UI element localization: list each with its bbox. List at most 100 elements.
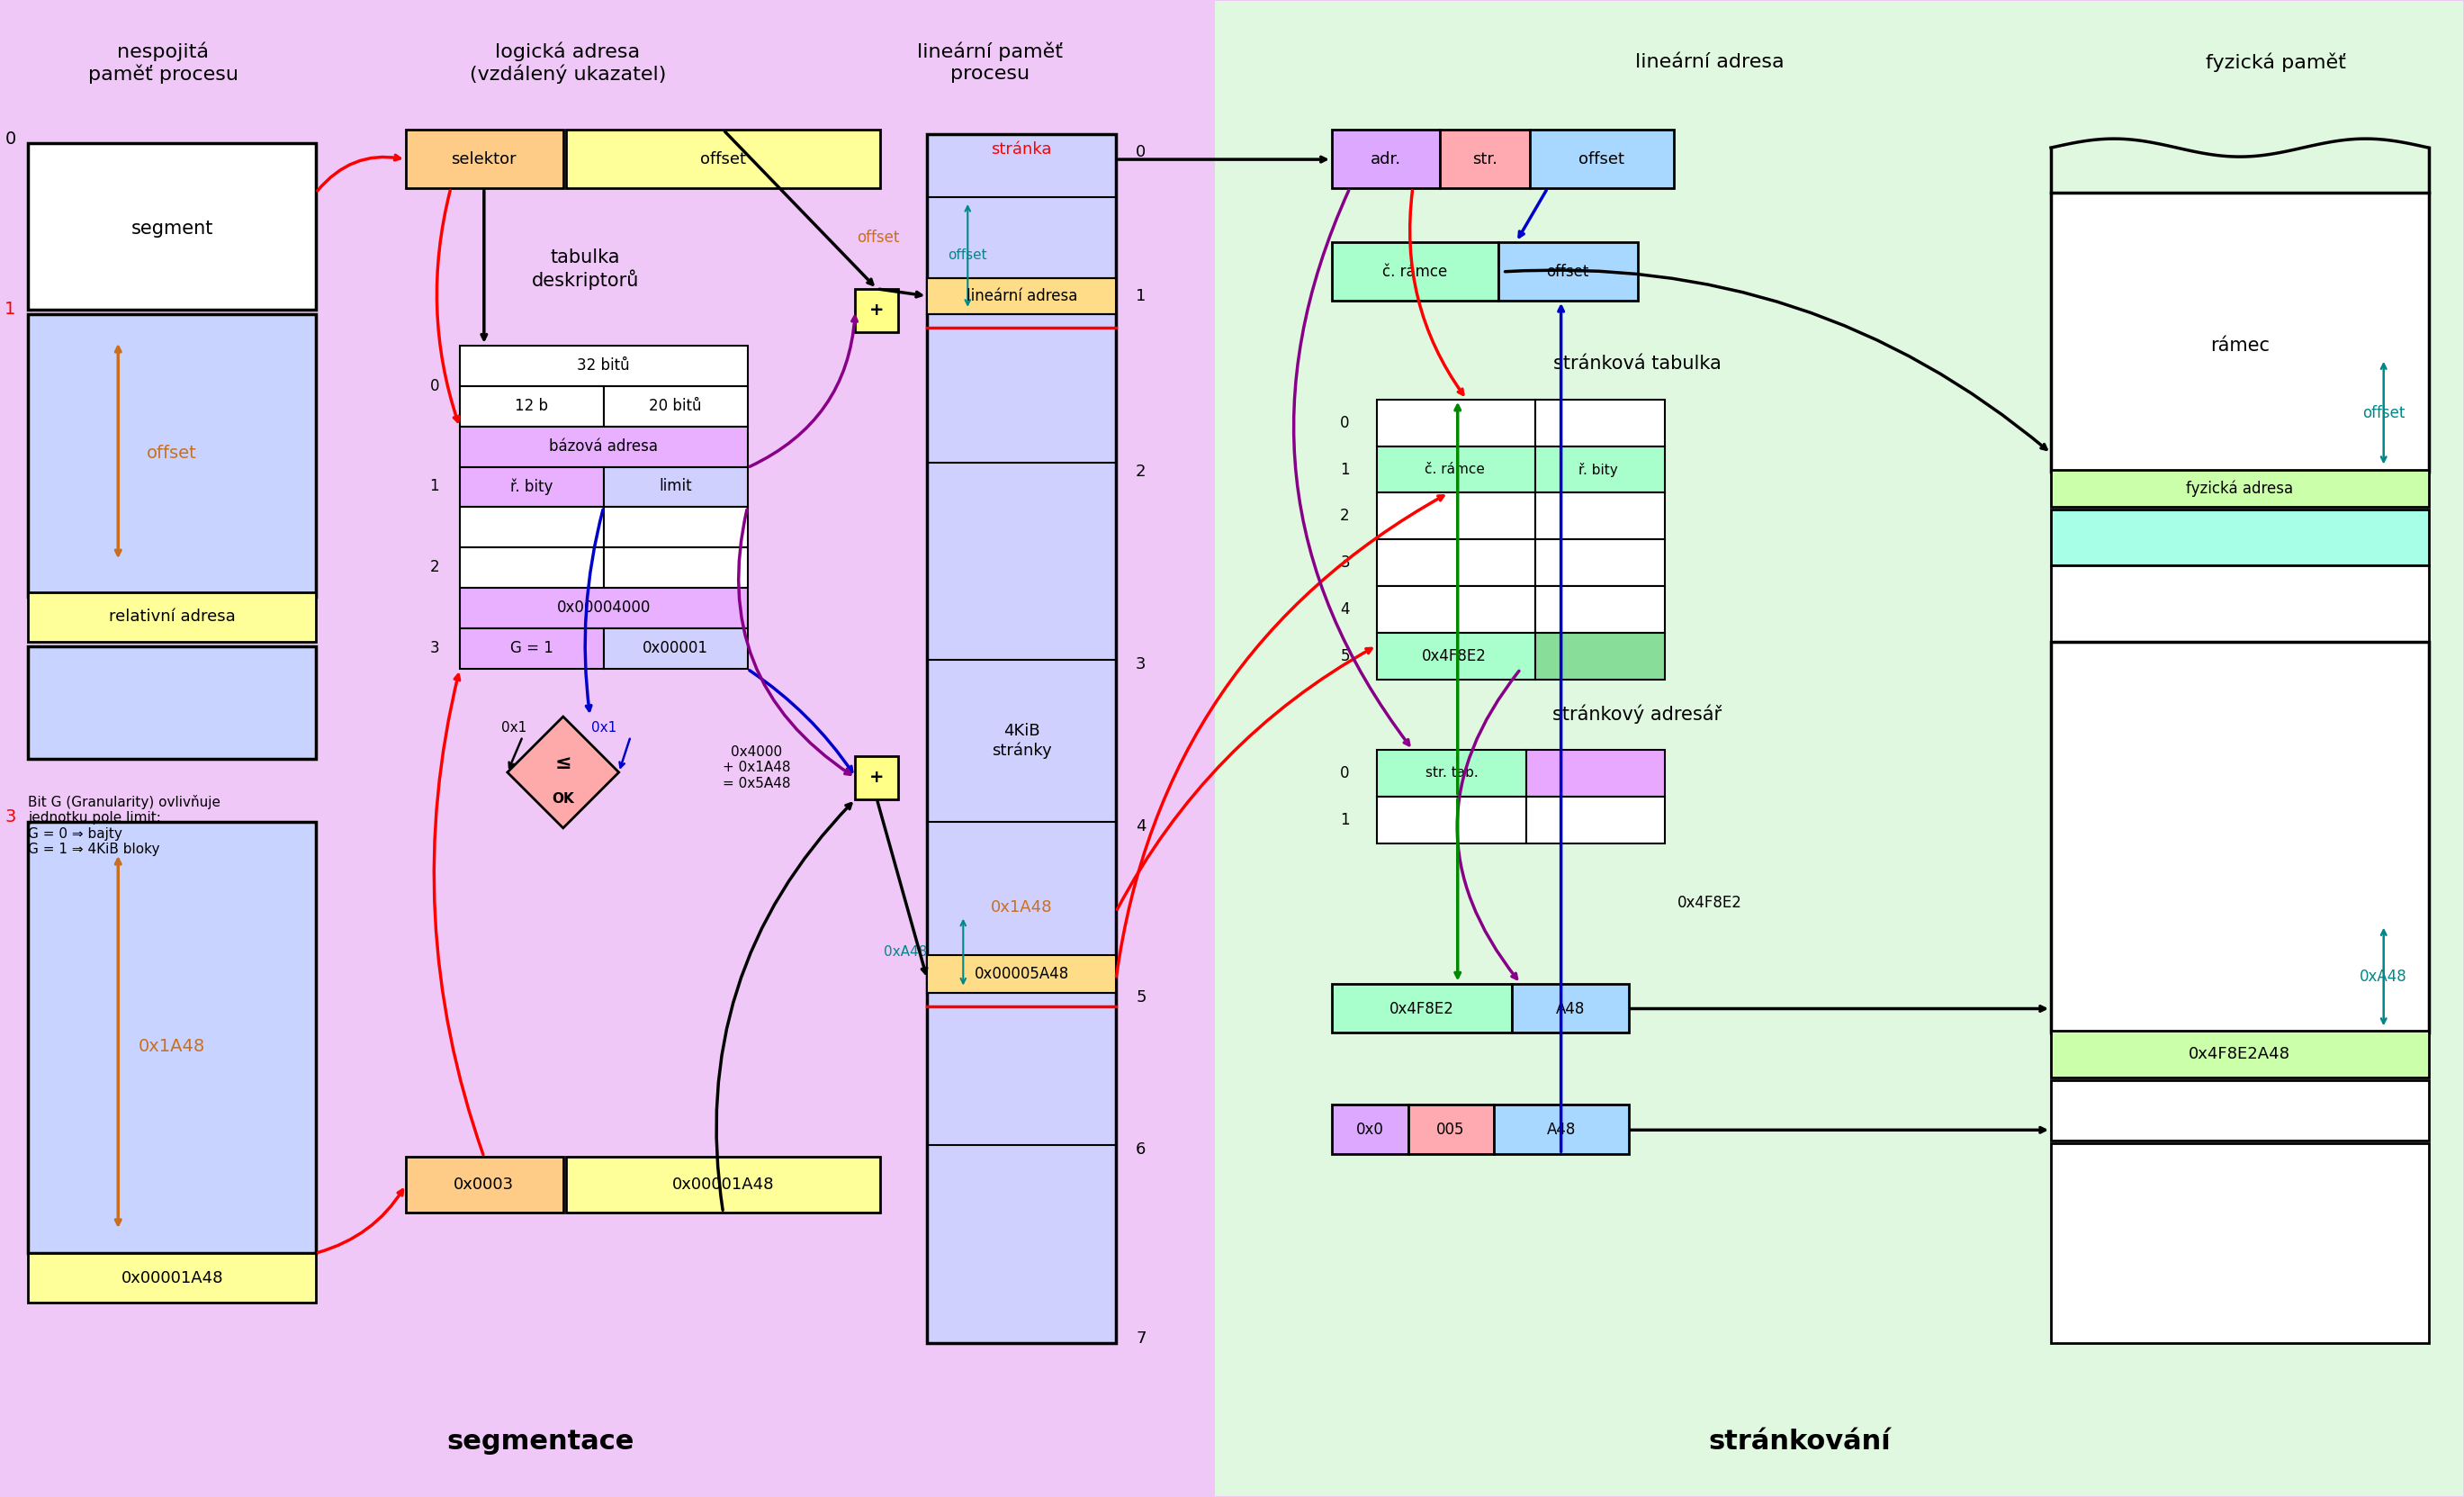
Text: 0x4F8E2A48: 0x4F8E2A48 <box>2188 1046 2292 1063</box>
Text: 0: 0 <box>1340 765 1350 781</box>
Text: 3: 3 <box>429 641 439 656</box>
Bar <box>2050 1081 2430 1141</box>
Bar <box>1535 400 1663 446</box>
Text: 0x0003: 0x0003 <box>453 1177 515 1193</box>
Bar <box>1377 400 1535 446</box>
Text: fyzická paměť: fyzická paměť <box>2205 52 2346 72</box>
Text: ř. bity: ř. bity <box>1579 463 1619 476</box>
Bar <box>1331 243 1498 301</box>
Text: selektor: selektor <box>451 151 517 168</box>
Bar <box>855 756 899 799</box>
Text: stránková tabulka: stránková tabulka <box>1552 355 1722 373</box>
Bar <box>1498 243 1639 301</box>
Text: ≤: ≤ <box>554 754 572 772</box>
Bar <box>2050 566 2430 642</box>
Text: 0x4F8E2: 0x4F8E2 <box>1390 1000 1454 1016</box>
Text: 0x00001A48: 0x00001A48 <box>121 1269 224 1286</box>
Text: 1: 1 <box>1340 811 1350 828</box>
Text: 005: 005 <box>1437 1121 1464 1138</box>
Text: adr.: adr. <box>1370 151 1402 168</box>
Bar <box>1409 1105 1493 1154</box>
Text: A48: A48 <box>1555 1000 1584 1016</box>
Bar <box>461 588 747 629</box>
Bar <box>461 629 604 669</box>
Text: č. rámce: č. rámce <box>1424 463 1483 476</box>
Text: 4: 4 <box>1340 602 1350 618</box>
Bar <box>567 130 880 189</box>
Text: +: + <box>870 302 885 319</box>
Bar <box>461 427 747 467</box>
Text: 0x00005A48: 0x00005A48 <box>973 966 1069 982</box>
Text: stránkový adresář: stránkový adresář <box>1552 704 1722 723</box>
Text: 0: 0 <box>1340 415 1350 431</box>
Bar <box>27 144 315 310</box>
Bar <box>461 548 604 588</box>
Text: č. rámce: č. rámce <box>1382 263 1446 280</box>
Bar <box>2 1 1215 1496</box>
Bar <box>2050 470 2430 507</box>
Bar <box>461 467 604 507</box>
Text: 1: 1 <box>1136 287 1146 304</box>
Text: lineární adresa: lineární adresa <box>966 287 1077 304</box>
Bar <box>27 822 315 1253</box>
Bar <box>1535 493 1663 539</box>
Bar <box>461 346 747 386</box>
Text: 0xA48: 0xA48 <box>885 945 926 958</box>
Text: 0x00001: 0x00001 <box>643 641 707 656</box>
Text: 3: 3 <box>1340 555 1350 570</box>
Text: 2: 2 <box>429 560 439 575</box>
Text: 5: 5 <box>1136 990 1146 1004</box>
Bar <box>1535 446 1663 493</box>
Text: offset: offset <box>700 151 747 168</box>
Text: segment: segment <box>131 220 214 238</box>
Text: G = 1: G = 1 <box>510 641 554 656</box>
Bar <box>1377 633 1535 680</box>
Bar <box>926 278 1116 314</box>
Text: 1: 1 <box>429 479 439 494</box>
Text: 0x00001A48: 0x00001A48 <box>673 1177 774 1193</box>
Text: logická adresa
(vzdálený ukazatel): logická adresa (vzdálený ukazatel) <box>468 42 665 84</box>
Bar <box>1377 539 1535 587</box>
Text: nespojitá
paměť procesu: nespojitá paměť procesu <box>89 42 239 84</box>
Text: segmentace: segmentace <box>446 1428 633 1455</box>
Bar <box>926 955 1116 993</box>
Bar <box>604 507 747 548</box>
Bar <box>2050 193 2430 472</box>
Bar <box>1525 750 1663 796</box>
Text: offset: offset <box>1579 151 1624 168</box>
Text: offset: offset <box>1545 263 1589 280</box>
Bar <box>2050 1144 2430 1343</box>
Text: lineární paměť
procesu: lineární paměť procesu <box>917 42 1062 82</box>
Text: 0: 0 <box>1136 144 1146 160</box>
Bar <box>407 130 564 189</box>
Bar <box>926 135 1116 1343</box>
Text: stránka: stránka <box>991 141 1052 157</box>
Bar <box>2050 1031 2430 1078</box>
Text: str. tab.: str. tab. <box>1424 766 1478 780</box>
Text: 0x4000
+ 0x1A48
= 0x5A48: 0x4000 + 0x1A48 = 0x5A48 <box>722 746 791 790</box>
Bar <box>1493 1105 1629 1154</box>
Bar <box>1377 796 1525 843</box>
Bar <box>604 548 747 588</box>
Text: stránkování: stránkování <box>1708 1428 1890 1455</box>
Text: 4: 4 <box>1136 819 1146 834</box>
Text: 1: 1 <box>1340 461 1350 478</box>
Bar <box>1331 1105 1409 1154</box>
Text: 0x0: 0x0 <box>1355 1121 1382 1138</box>
Bar <box>1530 130 1673 189</box>
Bar <box>604 629 747 669</box>
Bar <box>1535 587 1663 633</box>
Bar <box>407 1157 564 1213</box>
Bar <box>1215 1 2462 1496</box>
Text: limit: limit <box>658 479 692 494</box>
Bar <box>1377 446 1535 493</box>
Text: rámec: rámec <box>2210 337 2269 355</box>
Text: offset: offset <box>857 229 899 246</box>
Text: 20 bitů: 20 bitů <box>648 398 702 413</box>
Bar <box>461 507 604 548</box>
Text: 5: 5 <box>1340 648 1350 665</box>
Bar <box>1331 130 1439 189</box>
Bar <box>1525 796 1663 843</box>
Bar <box>604 467 747 507</box>
Text: offset: offset <box>2363 404 2405 421</box>
